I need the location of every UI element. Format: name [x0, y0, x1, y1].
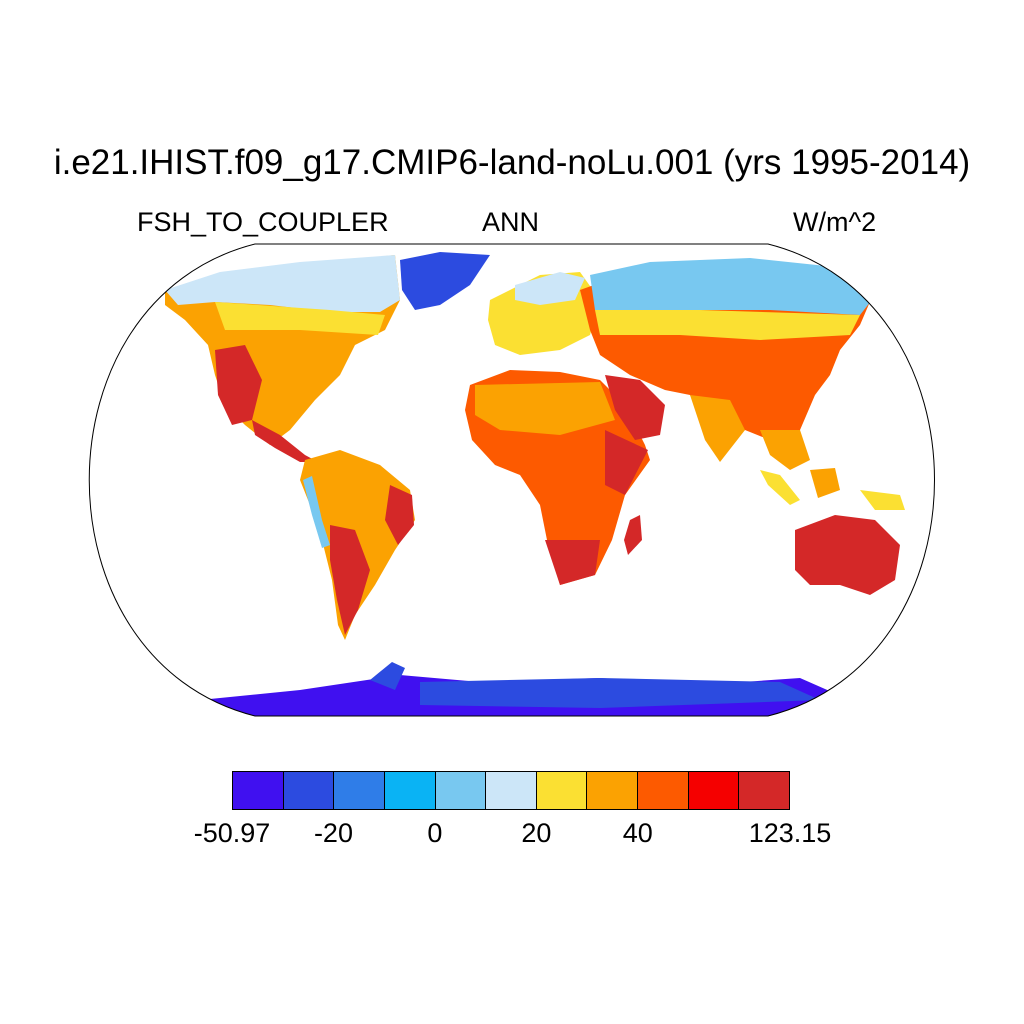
colorbar-box-5 [485, 771, 537, 810]
colorbar-box-9 [687, 771, 740, 810]
africa-east-horn [605, 430, 648, 495]
colorbar-box-4 [434, 771, 487, 810]
colorbar [232, 771, 791, 810]
units-label: W/m^2 [793, 207, 877, 237]
asia-band [595, 310, 860, 340]
colorbar-box-0 [232, 771, 284, 810]
madagascar [624, 515, 642, 555]
colorbar-box-3 [383, 771, 436, 810]
colorbar-label: -20 [313, 818, 353, 848]
season-label: ANN [482, 207, 540, 237]
colorbar-box-6 [535, 771, 588, 810]
antarctic-peninsula [370, 662, 405, 690]
asia-north [590, 258, 878, 315]
variable-label: FSH_TO_COUPLER [137, 207, 389, 237]
southeast-asia [760, 430, 810, 470]
colorbar-box-8 [637, 771, 689, 810]
north-america-band [215, 302, 385, 335]
arabian-peninsula [605, 375, 665, 440]
north-america-west [215, 345, 262, 425]
plot-title: i.e21.IHIST.f09_g17.CMIP6-land-noLu.001 … [53, 143, 971, 182]
colorbar-label: 40 [622, 818, 653, 848]
south-america-east [385, 485, 414, 545]
colorbar-label: -50.97 [193, 818, 271, 848]
south-america-south [330, 525, 370, 635]
andes-strip [303, 476, 330, 548]
europe-north [515, 272, 585, 305]
borneo [810, 468, 840, 498]
australia [795, 515, 900, 595]
new-guinea [860, 490, 905, 510]
colorbar-box-10 [738, 771, 791, 810]
map-border [88, 243, 935, 717]
north-america-north [165, 255, 400, 312]
antarctica-east [420, 678, 820, 708]
africa-south [545, 540, 600, 585]
sumatra [760, 470, 800, 505]
central-america [252, 420, 318, 462]
india [690, 395, 745, 462]
colorbar-box-2 [333, 771, 385, 810]
colorbar-label: 123.15 [748, 818, 832, 848]
colorbar-label: 0 [427, 818, 443, 848]
colorbar-box-7 [586, 771, 639, 810]
greenland [400, 252, 490, 310]
africa-north [475, 382, 615, 435]
colorbar-box-1 [282, 771, 335, 810]
colorbar-label: 20 [521, 818, 552, 848]
